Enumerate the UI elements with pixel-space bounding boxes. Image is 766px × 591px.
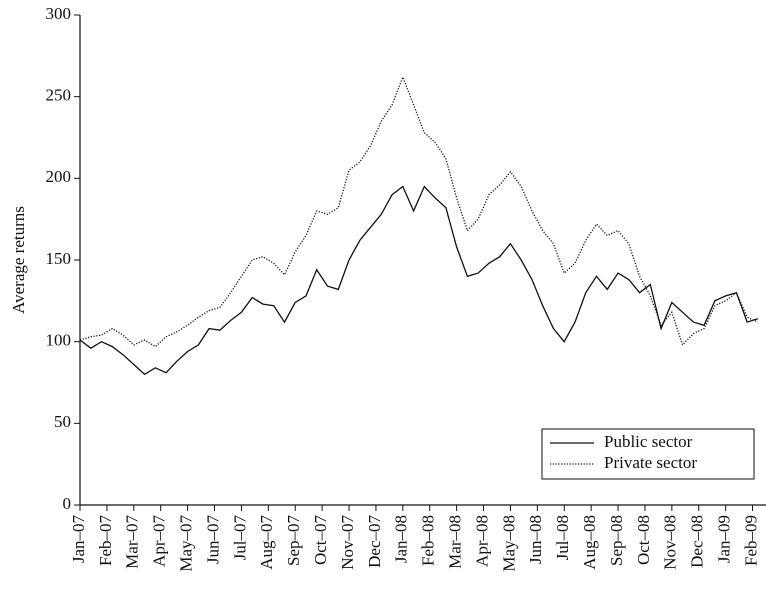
x-tick-label: Jun–07 — [203, 515, 222, 565]
y-tick-label: 200 — [46, 167, 72, 186]
x-tick-label: Nov–07 — [338, 515, 357, 570]
x-tick-label: Feb–07 — [96, 515, 115, 567]
x-tick-label: Sep–08 — [607, 515, 626, 566]
x-tick-label: Jul–07 — [230, 515, 249, 561]
x-tick-label: Jan–08 — [392, 515, 411, 563]
x-tick-label: Oct–08 — [634, 515, 653, 565]
x-tick-label: Dec–08 — [688, 515, 707, 568]
y-tick-label: 150 — [46, 249, 72, 268]
y-tick-label: 0 — [63, 494, 72, 513]
x-tick-label: Jun–08 — [526, 515, 545, 564]
x-tick-label: Sep–07 — [284, 515, 303, 567]
legend-label: Public sector — [604, 432, 693, 451]
x-tick-label: Oct–07 — [311, 515, 330, 566]
series-line — [79, 185, 759, 376]
x-tick-label: Apr–07 — [150, 515, 169, 567]
x-tick-label: Jan–07 — [69, 515, 88, 564]
x-tick-label: Dec–07 — [365, 515, 384, 568]
x-tick-label: Feb–08 — [419, 515, 438, 566]
x-tick-label: Mar–07 — [123, 515, 142, 569]
y-axis-label: Average returns — [9, 206, 28, 314]
y-tick-label: 50 — [54, 412, 71, 431]
legend-label: Private sector — [604, 453, 697, 472]
y-tick-label: 250 — [46, 86, 72, 105]
y-tick-label: 300 — [46, 4, 72, 23]
x-tick-label: May–07 — [177, 515, 196, 572]
x-tick-label: Feb–09 — [741, 515, 760, 566]
x-tick-label: Jul–08 — [553, 515, 572, 560]
x-tick-label: Mar–08 — [446, 515, 465, 569]
series-line — [79, 75, 759, 348]
y-tick-label: 100 — [46, 331, 72, 350]
legend-box — [541, 428, 755, 480]
x-tick-label: May–08 — [499, 515, 518, 572]
x-tick-label: Aug–08 — [580, 515, 599, 570]
x-tick-label: Nov–08 — [661, 515, 680, 570]
x-tick-label: Jan–09 — [715, 515, 734, 563]
x-tick-label: Apr–08 — [472, 515, 491, 567]
x-tick-label: Aug–07 — [257, 515, 276, 570]
